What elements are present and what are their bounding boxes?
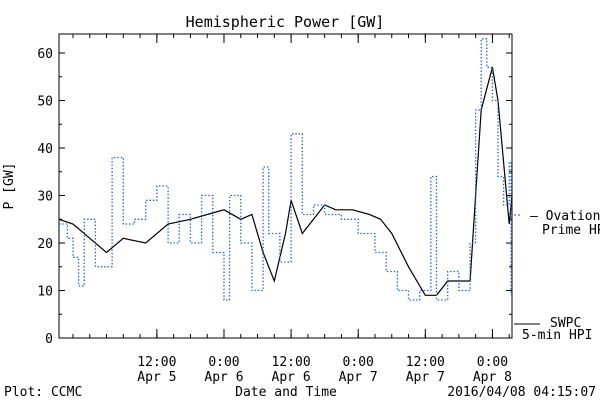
x-tick-label-date: Apr 8 [473, 370, 512, 385]
legend-label-ovation-1: – Ovation [530, 209, 600, 224]
x-tick-label-date: Apr 6 [204, 370, 243, 385]
y-tick-label: 20 [37, 237, 53, 252]
x-tick-label-date: Apr 7 [339, 370, 378, 385]
x-tick-label-date: Apr 6 [272, 370, 311, 385]
x-tick-label-time: 0:00 [477, 355, 508, 370]
series-layer [58, 38, 513, 301]
y-tick-label: 40 [37, 142, 53, 157]
legend-label-ovation-2: Prime HPI [542, 223, 600, 238]
x-tick-label-time: 12:00 [272, 355, 311, 370]
x-tick-label-date: Apr 7 [406, 370, 445, 385]
footer-timestamp: 2016/04/08 04:15:07 [447, 385, 596, 400]
y-tick-label: 50 [37, 95, 53, 110]
x-axis-label: Date and Time [235, 385, 337, 400]
plot-frame [58, 33, 513, 339]
y-tick-label: 60 [37, 47, 53, 62]
y-tick-label: 0 [45, 332, 53, 347]
y-tick-label: 30 [37, 190, 53, 205]
y-axis-label: P [GW] [2, 163, 17, 210]
x-tick-label-time: 0:00 [208, 355, 239, 370]
x-tick-label-time: 12:00 [406, 355, 445, 370]
x-tick-label-time: 0:00 [343, 355, 374, 370]
legend-label-swpc-2: 5-min HPI [522, 328, 592, 343]
legend-label-swpc-1: SWPC [550, 316, 581, 331]
series-line-ovation [59, 38, 512, 301]
chart-title: Hemispheric Power [GW] [186, 13, 385, 31]
x-tick-label-time: 12:00 [137, 355, 176, 370]
footer-source: Plot: CCMC [4, 385, 82, 400]
x-tick-label-date: Apr 5 [137, 370, 176, 385]
y-tick-label: 10 [37, 285, 53, 300]
y-axis-ticks: 0 10 20 30 40 50 60 [37, 47, 512, 347]
